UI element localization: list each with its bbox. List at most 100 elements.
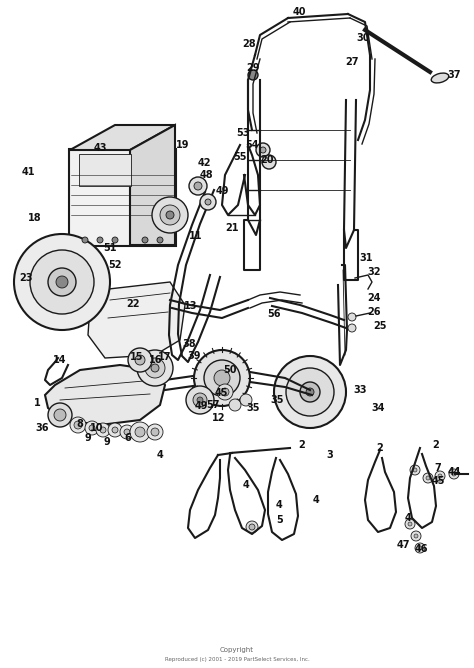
- Circle shape: [112, 237, 118, 243]
- Text: 4: 4: [405, 513, 411, 523]
- Text: 6: 6: [125, 433, 131, 443]
- Text: 57: 57: [206, 400, 220, 410]
- Circle shape: [120, 425, 134, 439]
- Text: 32: 32: [367, 267, 381, 277]
- Text: 2: 2: [377, 443, 383, 453]
- Circle shape: [408, 522, 412, 526]
- Text: 5: 5: [277, 515, 283, 525]
- Text: 38: 38: [182, 339, 196, 349]
- Circle shape: [249, 524, 255, 530]
- Circle shape: [152, 197, 188, 233]
- Text: 9: 9: [104, 437, 110, 447]
- Circle shape: [151, 428, 159, 436]
- Circle shape: [85, 421, 99, 435]
- Circle shape: [130, 422, 150, 442]
- FancyBboxPatch shape: [79, 154, 131, 186]
- Circle shape: [300, 382, 320, 402]
- Circle shape: [274, 356, 346, 428]
- Circle shape: [82, 237, 88, 243]
- Text: 43: 43: [93, 143, 107, 153]
- Text: 14: 14: [53, 355, 67, 365]
- Text: 13: 13: [184, 301, 198, 311]
- Circle shape: [14, 234, 110, 330]
- Text: 4: 4: [275, 500, 283, 510]
- Text: 11: 11: [189, 231, 203, 241]
- Text: 30: 30: [356, 33, 370, 43]
- Text: 49: 49: [194, 401, 208, 411]
- Circle shape: [151, 364, 159, 372]
- Circle shape: [166, 211, 174, 219]
- Text: 4: 4: [243, 480, 249, 490]
- Text: 24: 24: [367, 293, 381, 303]
- Text: 37: 37: [447, 70, 461, 80]
- Circle shape: [449, 469, 459, 479]
- Circle shape: [137, 350, 173, 386]
- Text: 22: 22: [126, 299, 140, 309]
- Text: 9: 9: [85, 433, 91, 443]
- Circle shape: [410, 465, 420, 475]
- Circle shape: [286, 368, 334, 416]
- Text: 31: 31: [359, 253, 373, 263]
- Circle shape: [246, 521, 258, 533]
- Text: 26: 26: [367, 307, 381, 317]
- Circle shape: [100, 427, 106, 433]
- Circle shape: [112, 427, 118, 433]
- Circle shape: [435, 471, 445, 481]
- Circle shape: [260, 147, 266, 153]
- Circle shape: [147, 424, 163, 440]
- FancyBboxPatch shape: [69, 149, 176, 246]
- Circle shape: [124, 429, 130, 435]
- Text: 21: 21: [225, 223, 239, 233]
- Circle shape: [214, 370, 230, 386]
- Circle shape: [128, 348, 152, 372]
- Polygon shape: [130, 125, 175, 245]
- Text: 41: 41: [21, 167, 35, 177]
- Text: 44: 44: [447, 467, 461, 477]
- Circle shape: [108, 423, 122, 437]
- Text: 35: 35: [246, 403, 260, 413]
- Circle shape: [438, 474, 442, 478]
- Circle shape: [97, 237, 103, 243]
- Text: 19: 19: [176, 140, 190, 150]
- Text: 10: 10: [90, 423, 104, 433]
- Ellipse shape: [431, 73, 449, 83]
- Text: 34: 34: [371, 403, 385, 413]
- Text: 4: 4: [156, 450, 164, 460]
- Text: 46: 46: [414, 544, 428, 554]
- Circle shape: [262, 155, 276, 169]
- Circle shape: [452, 472, 456, 476]
- Text: 45: 45: [431, 476, 445, 486]
- Text: 49: 49: [215, 186, 229, 196]
- Text: 4: 4: [313, 495, 319, 505]
- Text: 7: 7: [435, 463, 441, 473]
- Text: 55: 55: [233, 152, 247, 162]
- Text: 33: 33: [353, 385, 367, 395]
- Circle shape: [48, 403, 72, 427]
- Text: 53: 53: [236, 128, 250, 138]
- Circle shape: [229, 399, 241, 411]
- Text: Copyright: Copyright: [220, 647, 254, 653]
- Circle shape: [135, 355, 145, 365]
- Circle shape: [160, 205, 180, 225]
- Circle shape: [423, 473, 433, 483]
- Text: 17: 17: [158, 352, 172, 362]
- Circle shape: [413, 468, 417, 472]
- Circle shape: [348, 313, 356, 321]
- Text: Reproduced (c) 2001 - 2019 PartSelect Services, Inc.: Reproduced (c) 2001 - 2019 PartSelect Se…: [164, 657, 310, 663]
- Text: 2: 2: [433, 440, 439, 450]
- Text: 50: 50: [223, 365, 237, 375]
- Text: 40: 40: [292, 7, 306, 17]
- Text: 52: 52: [108, 260, 122, 270]
- Circle shape: [189, 177, 207, 195]
- Text: 8: 8: [77, 419, 83, 429]
- Text: 23: 23: [19, 273, 33, 283]
- Circle shape: [240, 394, 252, 406]
- Circle shape: [348, 324, 356, 332]
- Circle shape: [194, 182, 202, 190]
- Circle shape: [135, 427, 145, 437]
- Circle shape: [70, 417, 86, 433]
- Circle shape: [56, 276, 68, 288]
- Circle shape: [418, 546, 422, 550]
- Text: 36: 36: [35, 423, 49, 433]
- Circle shape: [145, 358, 165, 378]
